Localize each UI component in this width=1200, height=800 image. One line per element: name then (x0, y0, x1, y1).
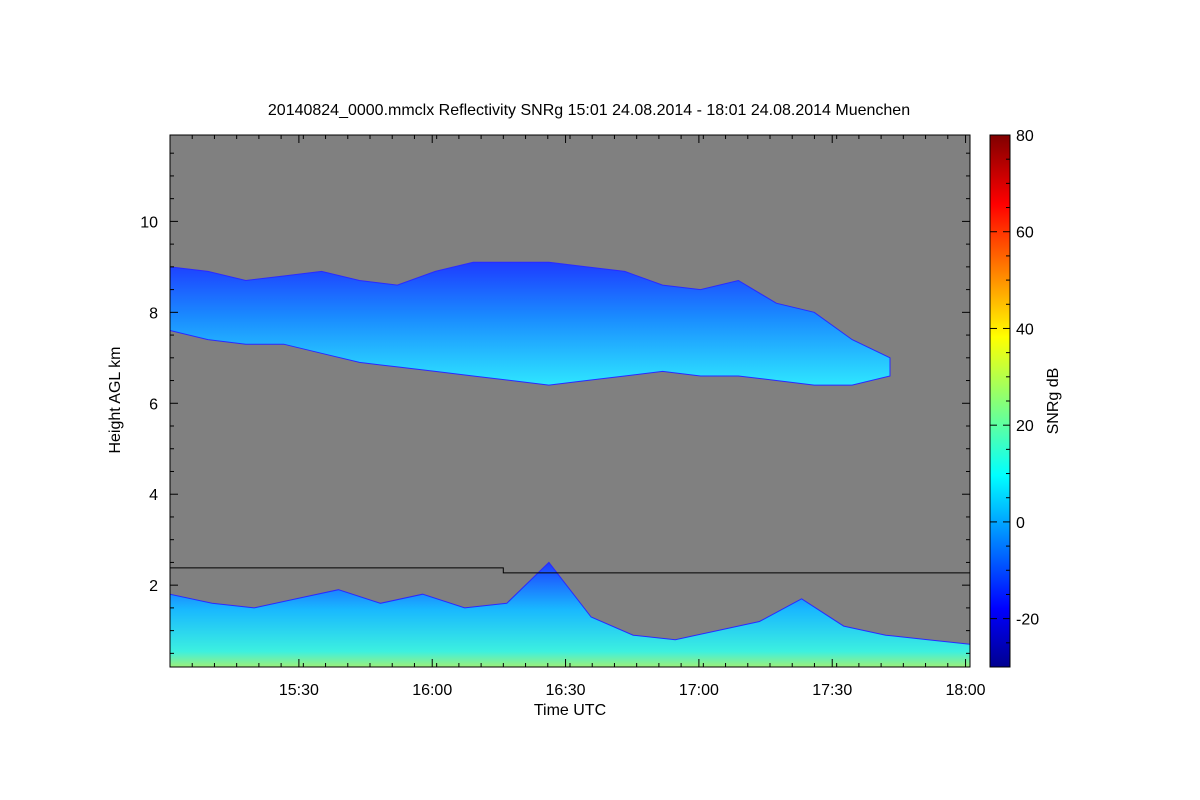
reference-height-line (170, 567, 970, 574)
colorbar-axis: -20 0 20 40 60 80 (990, 128, 1039, 644)
y-tick-label: 2 (149, 578, 158, 595)
x-tick-label: 16:00 (412, 682, 452, 699)
colorbar-label: SNRg dB (1045, 368, 1062, 435)
colorbar-tick-label: 80 (1016, 128, 1034, 145)
plot-background (170, 135, 970, 667)
x-axis: 15:30 16:00 16:30 17:00 17:30 18:00 (169, 135, 986, 699)
colorbar-tick-label: 40 (1016, 321, 1034, 338)
chart-title: 20140824_0000.mmclx Reflectivity SNRg 15… (268, 102, 910, 119)
colorbar-tick-label: 20 (1016, 418, 1034, 435)
y-axis-label: Height AGL km (107, 346, 124, 453)
x-tick-label: 17:30 (812, 682, 852, 699)
y-tick-label: 4 (149, 487, 158, 504)
x-tick-label: 15:30 (279, 682, 319, 699)
x-tick-label: 18:00 (946, 682, 986, 699)
y-tick-label: 6 (149, 396, 158, 413)
x-tick-label: 17:00 (679, 682, 719, 699)
y-tick-label: 10 (140, 214, 158, 231)
colorbar-tick-label: 0 (1016, 515, 1025, 532)
x-tick-label: 16:30 (546, 682, 586, 699)
colorbar-tick-label: -20 (1016, 612, 1039, 629)
y-tick-label: 8 (149, 305, 158, 322)
x-axis-label: Time UTC (534, 702, 606, 719)
upper-cloud-echo (170, 261, 891, 386)
y-axis: 2 4 6 8 10 (140, 152, 970, 654)
colorbar-tick-label: 60 (1016, 225, 1034, 242)
boundary-layer-echo (170, 561, 970, 667)
